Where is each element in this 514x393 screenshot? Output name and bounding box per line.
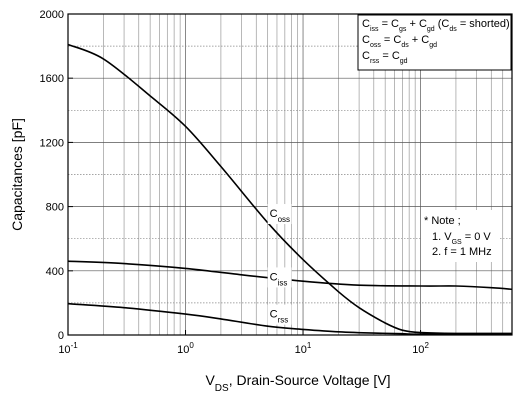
legend-entry: Coss = Cds + Cgd (362, 34, 437, 49)
series-label-coss: Coss (270, 208, 290, 224)
note-title: * Note ; (424, 215, 461, 227)
note-bg (421, 210, 499, 262)
legend-entry: Ciss = Cgs + Cgd (Cds = shorted) (362, 18, 510, 33)
series-label-crss: Crss (270, 309, 289, 325)
series-coss-line (67, 43, 513, 335)
x-tick-label: 102 (412, 341, 429, 356)
legend: Ciss = Cgs + Cgd (Cds = shorted)Coss = C… (357, 14, 512, 71)
x-tick-label: 100 (177, 341, 194, 356)
series-label-bg (267, 304, 292, 325)
data-series (67, 43, 513, 336)
y-tick-label: 1600 (40, 73, 64, 85)
plot-frame (67, 13, 513, 336)
series-label-bg (267, 204, 292, 225)
y-tick-label: 1200 (40, 137, 64, 149)
y-tick-label: 0 (58, 330, 64, 342)
note-line: 1. VGS = 0 V (432, 231, 491, 246)
note-line: 2. f = 1 MHz (432, 246, 492, 258)
legend-entry: Crss = Cgd (362, 50, 408, 65)
series-label-ciss: Ciss (270, 271, 288, 287)
y-tick-label: 2000 (40, 9, 64, 21)
note-box: * Note ; 1. VGS = 0 V2. f = 1 MHz (421, 210, 499, 262)
y-tick-label: 800 (46, 202, 64, 214)
series-labels: Coss Ciss Crss (267, 204, 292, 325)
x-axis-title: VDS, Drain-Source Voltage [V] (205, 372, 390, 393)
legend-box (357, 14, 512, 71)
x-tick-label: 10-1 (58, 341, 78, 356)
series-crss-line (67, 302, 513, 336)
x-tick-label: 101 (295, 341, 312, 356)
series-label-bg (267, 267, 292, 288)
axes: 0 400 800 1200 1600 2000 10-1 100 101 102 VDS, Dra… (9, 9, 513, 393)
series-ciss-line (67, 260, 513, 291)
y-tick-label: 400 (46, 266, 64, 278)
y-axis-title: Capacitances [pF] (9, 118, 25, 231)
